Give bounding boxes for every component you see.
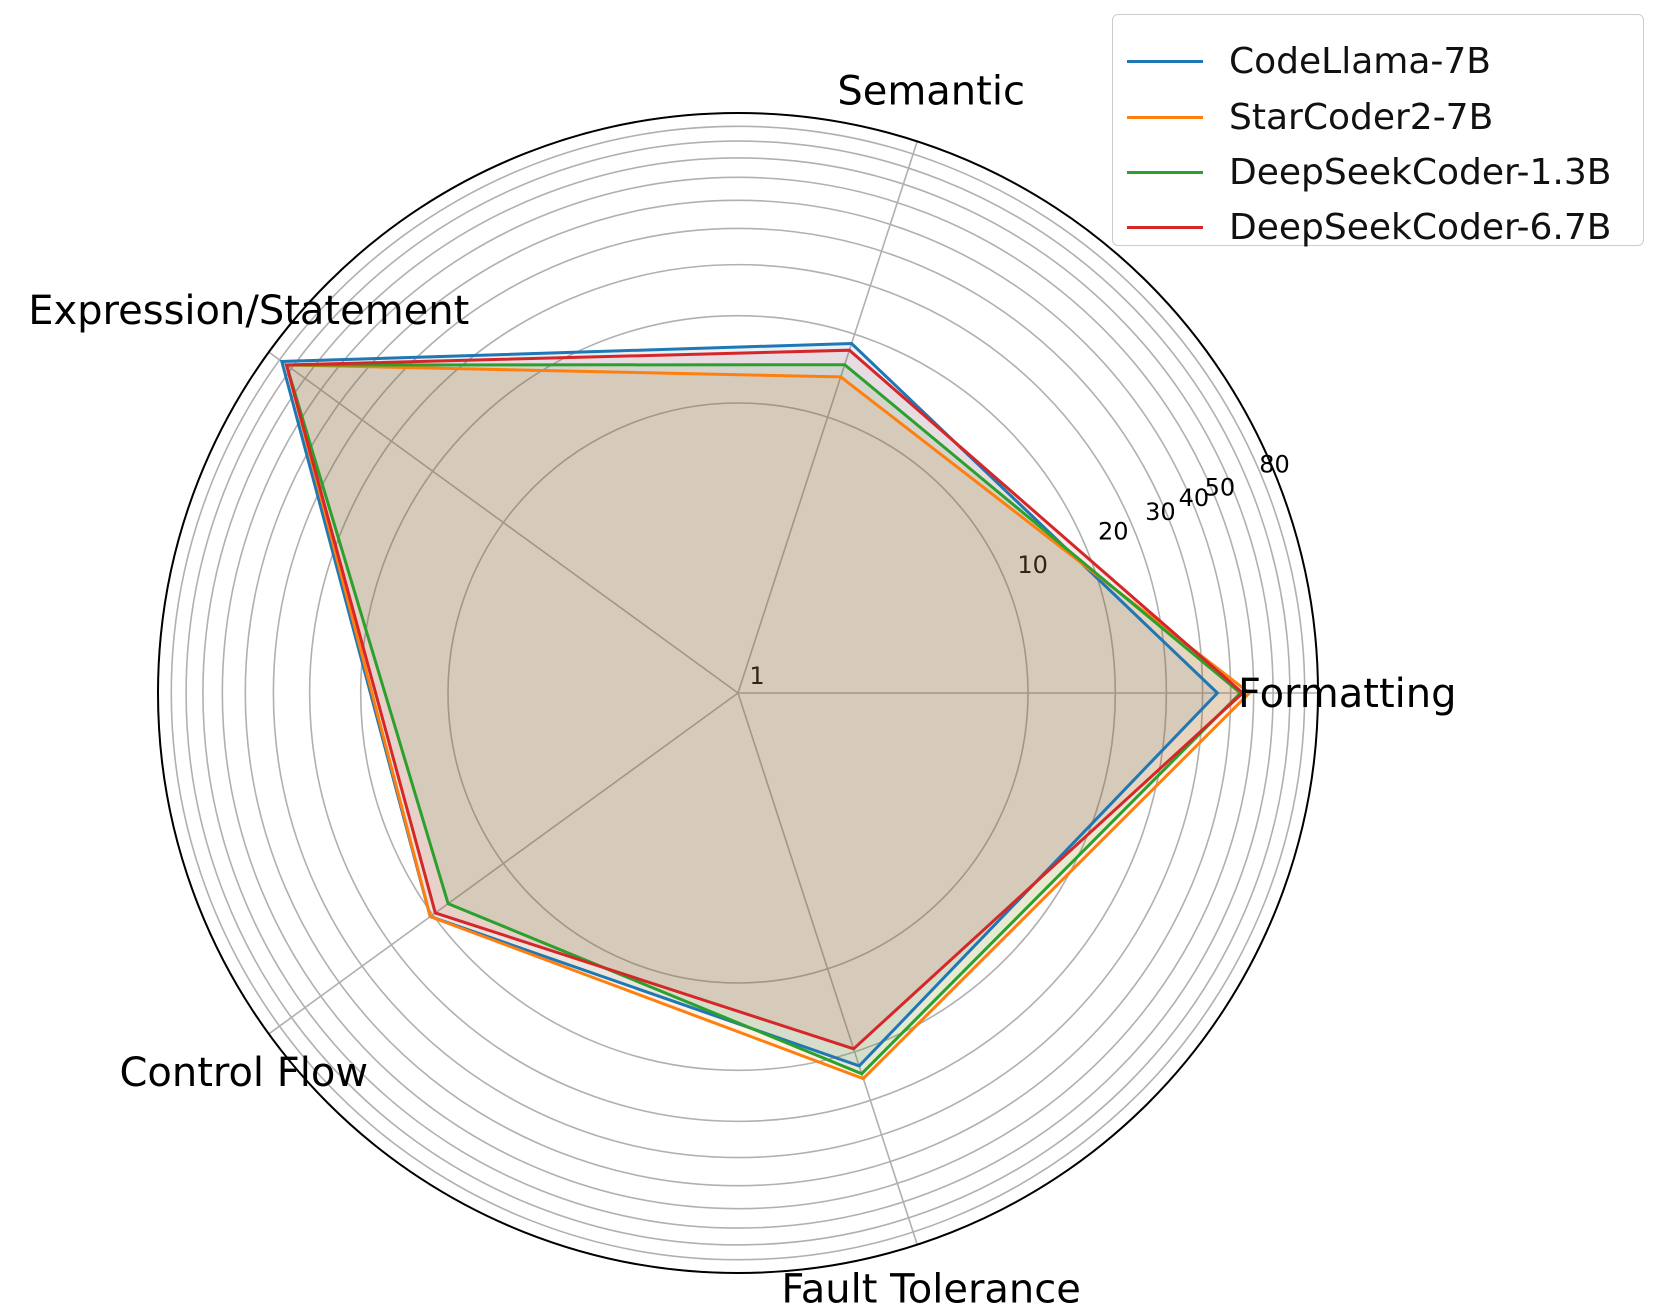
axis-label-2: Expression/Statement	[28, 288, 469, 334]
legend-item-2: DeepSeekCoder-1.3B	[1127, 148, 1611, 196]
legend-swatch-3	[1127, 225, 1203, 229]
legend-item-1: StarCoder2-7B	[1127, 93, 1493, 141]
series-fill-2	[286, 364, 1241, 1074]
legend-label-2: DeepSeekCoder-1.3B	[1229, 151, 1612, 193]
series-line-3	[284, 348, 1245, 1051]
legend-item-3: DeepSeekCoder-6.7B	[1127, 203, 1611, 251]
radial-tick-label: 30	[1145, 498, 1176, 526]
series-line-2	[284, 363, 1243, 1076]
outer-frame	[157, 112, 1319, 1274]
radial-tick-label: 10	[1017, 551, 1048, 579]
legend: CodeLlama-7B StarCoder2-7B DeepSeekCoder…	[1112, 14, 1644, 248]
radial-tick-label: 1	[749, 662, 764, 690]
radial-tick-label: 20	[1098, 518, 1129, 546]
grid-spoke	[737, 141, 918, 694]
series-fill-3	[286, 350, 1243, 1049]
legend-swatch-2	[1127, 170, 1203, 174]
legend-label-0: CodeLlama-7B	[1229, 40, 1492, 82]
legend-swatch-1	[1127, 115, 1203, 119]
series-fill-1	[286, 365, 1250, 1079]
legend-label-1: StarCoder2-7B	[1229, 96, 1494, 138]
radial-tick-label: 80	[1259, 451, 1290, 479]
legend-swatch-0	[1127, 59, 1203, 63]
series-lines	[279, 341, 1252, 1081]
radial-tick-label: 50	[1205, 473, 1236, 501]
axis-label-1: Semantic	[837, 69, 1025, 115]
legend-label-3: DeepSeekCoder-6.7B	[1229, 206, 1612, 248]
radial-tick-label: 40	[1179, 484, 1210, 512]
series-fill-0	[281, 343, 1218, 1066]
series-line-1	[284, 363, 1252, 1081]
axis-label-0: Formatting	[1238, 671, 1457, 717]
axis-labels: Formatting Semantic Expression/Statement Co…	[28, 69, 1456, 1305]
grid-spoke	[737, 692, 918, 1245]
legend-item-0: CodeLlama-7B	[1127, 37, 1491, 85]
axis-label-3: Control Flow	[119, 1050, 368, 1096]
series-fills	[281, 343, 1250, 1079]
grid-spoke	[268, 692, 739, 1035]
axis-label-4: Fault Tolerance	[781, 1267, 1080, 1305]
series-line-0	[279, 341, 1220, 1068]
grid-spoke	[268, 351, 739, 694]
